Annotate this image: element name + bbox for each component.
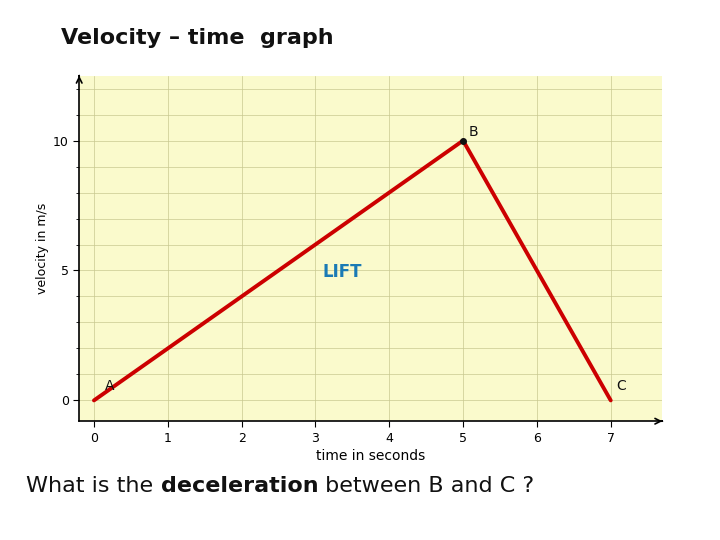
X-axis label: time in seconds: time in seconds <box>316 449 426 463</box>
Text: C: C <box>616 379 626 393</box>
Y-axis label: velocity in m/s: velocity in m/s <box>36 203 49 294</box>
Text: Velocity – time  graph: Velocity – time graph <box>61 28 334 48</box>
Text: B: B <box>469 125 479 139</box>
Text: deceleration: deceleration <box>161 476 318 496</box>
Text: What is the: What is the <box>27 476 161 496</box>
Text: LIFT: LIFT <box>323 263 362 281</box>
Text: between B and C ?: between B and C ? <box>318 476 534 496</box>
Text: A: A <box>105 379 114 393</box>
